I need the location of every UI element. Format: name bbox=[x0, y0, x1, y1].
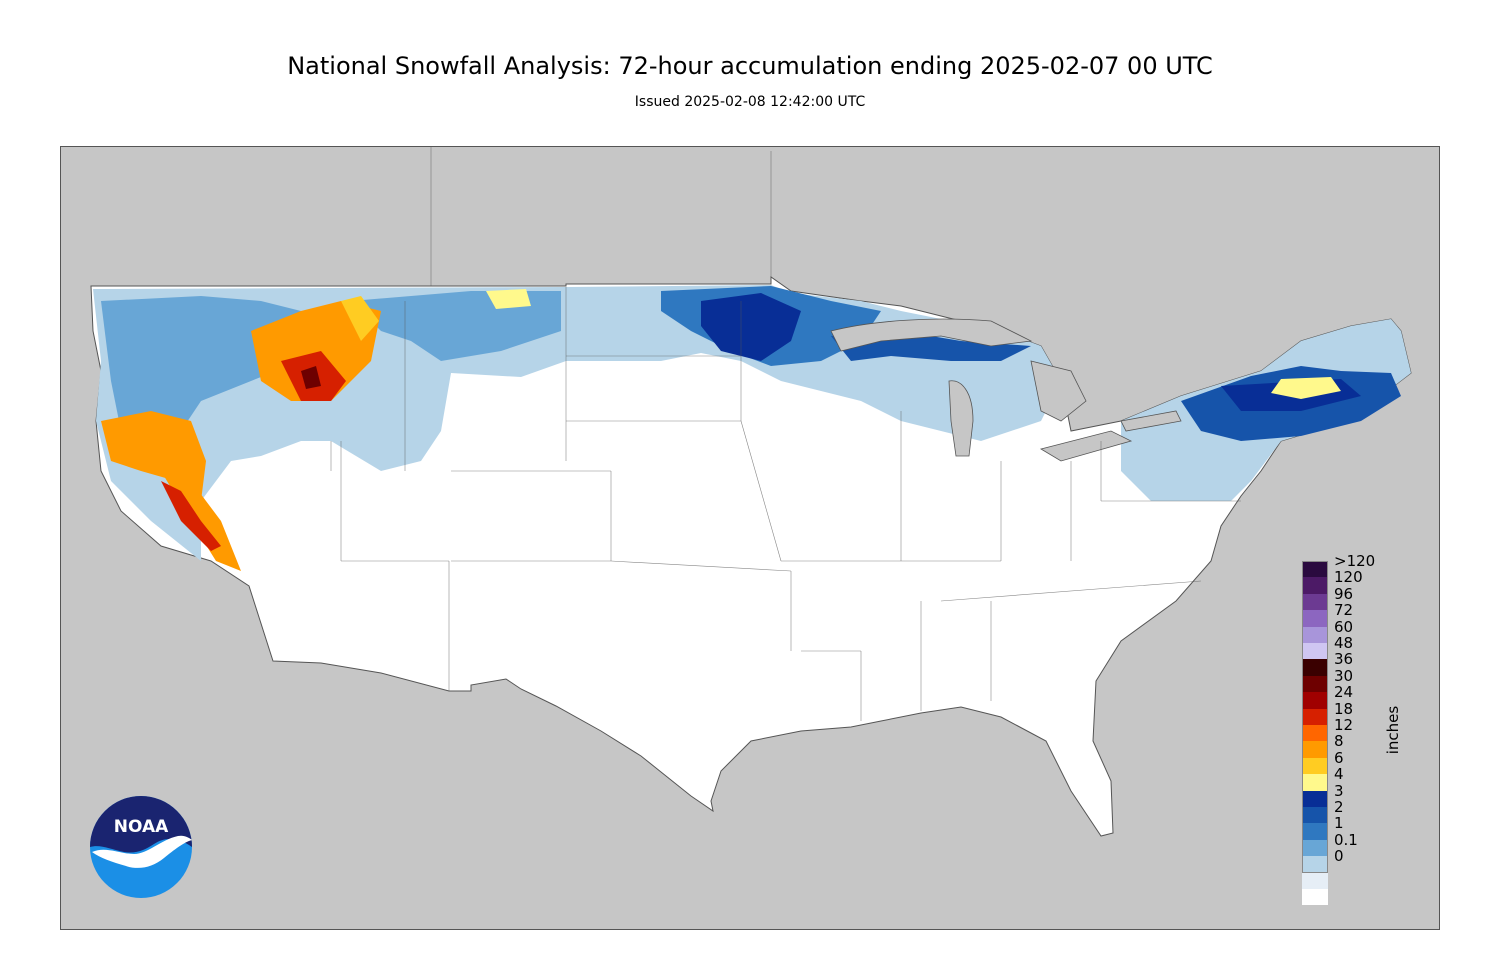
colorbar-tick-label: 96 bbox=[1334, 584, 1354, 603]
snow-yellow-vermont bbox=[1271, 377, 1341, 399]
colorbar-swatch bbox=[1302, 807, 1328, 824]
colorbar-tick-label: 0 bbox=[1334, 847, 1344, 866]
colorbar-swatch bbox=[1302, 823, 1328, 840]
colorbar-tick-label: 18 bbox=[1334, 699, 1354, 718]
colorbar-swatch bbox=[1302, 872, 1328, 889]
colorbar-tick-label: 0.1 bbox=[1334, 830, 1358, 849]
lake-ontario bbox=[1120, 410, 1182, 432]
colorbar-swatch bbox=[1302, 675, 1328, 693]
colorbar-tick-label: 1 bbox=[1334, 814, 1344, 833]
colorbar-swatch bbox=[1302, 626, 1328, 643]
noaa-logo-graphic: NOAA bbox=[90, 796, 192, 898]
colorbar-swatch bbox=[1302, 725, 1328, 742]
map-layers bbox=[61, 147, 1439, 929]
snow-navy-arrowhead bbox=[701, 293, 801, 361]
snow-orange-idaho bbox=[251, 301, 381, 401]
colorbar-tick-label: 24 bbox=[1334, 683, 1354, 702]
colorbar-swatch bbox=[1302, 790, 1328, 807]
colorbar-tick-label: 30 bbox=[1334, 666, 1354, 685]
snow-yellow-montana bbox=[486, 289, 531, 309]
colorbar-swatch bbox=[1302, 692, 1328, 709]
state-border bbox=[940, 580, 1202, 602]
state-border bbox=[610, 560, 792, 572]
snow-gold-northern-rockies bbox=[341, 296, 379, 341]
colorbar-tick-label: 12 bbox=[1334, 716, 1354, 734]
colorbar-tick-label: 36 bbox=[1334, 650, 1354, 669]
colorbar-tick-label: 2 bbox=[1334, 798, 1344, 816]
colorbar-tick-label: 48 bbox=[1334, 634, 1354, 652]
colorbar-tick-label: 3 bbox=[1334, 781, 1344, 800]
colorbar-tick-label: 72 bbox=[1334, 601, 1354, 620]
lake-huron bbox=[1030, 360, 1087, 422]
colorbar-units-label: inches bbox=[1378, 700, 1408, 760]
colorbar-tick-label: 120 bbox=[1334, 568, 1363, 587]
colorbar-swatch bbox=[1302, 708, 1328, 725]
noaa-logo: NOAA bbox=[88, 794, 194, 900]
colorbar-swatch bbox=[1302, 889, 1328, 906]
issued-timestamp: Issued 2025-02-08 12:42:00 UTC bbox=[634, 94, 866, 110]
colorbar-tick-label: 4 bbox=[1334, 765, 1344, 784]
colorbar-swatch bbox=[1302, 757, 1328, 775]
lake-superior bbox=[830, 318, 1033, 352]
snowfall-map bbox=[60, 146, 1440, 930]
colorbar-swatch bbox=[1302, 561, 1328, 578]
snow-medium-montana bbox=[351, 291, 561, 361]
colorbar-swatch bbox=[1302, 741, 1328, 758]
units-text: inches bbox=[1384, 705, 1402, 755]
snow-maroon-sawtooth bbox=[301, 366, 321, 389]
lake-michigan bbox=[948, 380, 974, 457]
lake-erie bbox=[1039, 430, 1133, 462]
colorbar-tick-label: >120 bbox=[1334, 552, 1376, 570]
colorbar-swatch bbox=[1302, 643, 1328, 660]
colorbar-tick-label: 60 bbox=[1334, 617, 1354, 636]
map-title: National Snowfall Analysis: 72-hour accu… bbox=[287, 52, 1213, 80]
colorbar-tick-label: 6 bbox=[1334, 748, 1344, 767]
map-canvas bbox=[61, 147, 1439, 929]
snow-red-sierra-crest bbox=[161, 481, 221, 551]
colorbar-tick-label: 8 bbox=[1334, 732, 1344, 751]
colorbar-swatch bbox=[1302, 593, 1328, 611]
colorbar-swatch bbox=[1302, 610, 1328, 627]
colorbar-swatch bbox=[1302, 856, 1328, 873]
colorbar-border bbox=[1302, 561, 1328, 873]
noaa-logo-text: NOAA bbox=[114, 817, 169, 837]
colorbar-swatch bbox=[1302, 577, 1328, 594]
state-border bbox=[740, 420, 782, 562]
colorbar-swatch bbox=[1302, 774, 1328, 791]
colorbar-swatch bbox=[1302, 839, 1328, 857]
colorbar-swatch bbox=[1302, 659, 1328, 676]
